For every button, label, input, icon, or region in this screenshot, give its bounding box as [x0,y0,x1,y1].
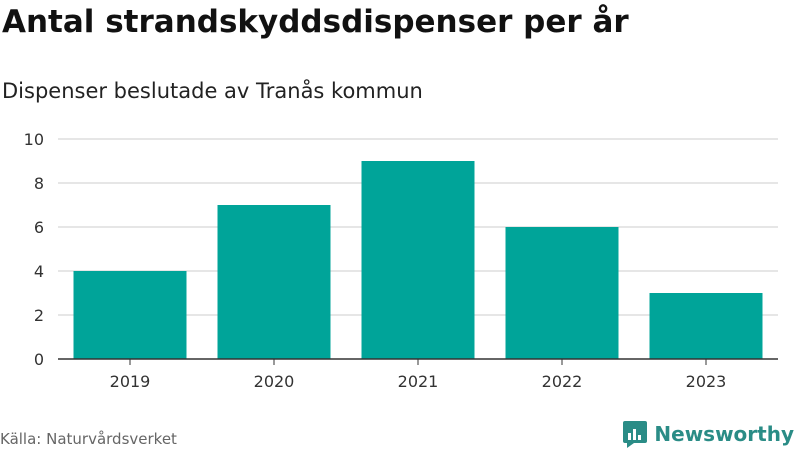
bar [649,293,763,359]
x-tick-label: 2019 [110,372,151,391]
bar [73,271,187,359]
newsworthy-logo-icon [623,421,648,448]
x-tick-label: 2021 [398,372,439,391]
y-tick-label: 6 [34,218,44,237]
y-tick-label: 2 [34,306,44,325]
brand-logo: Newsworthy [622,420,794,448]
chart-title: Antal strandskyddsdispenser per år [2,4,629,40]
y-tick-label: 8 [34,174,44,193]
bar [361,161,475,359]
y-tick-label: 10 [24,130,44,149]
chart-subtitle: Dispenser beslutade av Tranås kommun [2,79,423,103]
x-tick-label: 2023 [686,372,727,391]
bar [505,227,619,359]
source-note: Källa: Naturvårdsverket [0,430,177,448]
brand-name: Newsworthy [654,422,794,446]
y-tick-label: 0 [34,350,44,369]
bar [217,205,331,359]
x-tick-label: 2020 [254,372,295,391]
y-tick-label: 4 [34,262,44,281]
x-tick-label: 2022 [542,372,583,391]
